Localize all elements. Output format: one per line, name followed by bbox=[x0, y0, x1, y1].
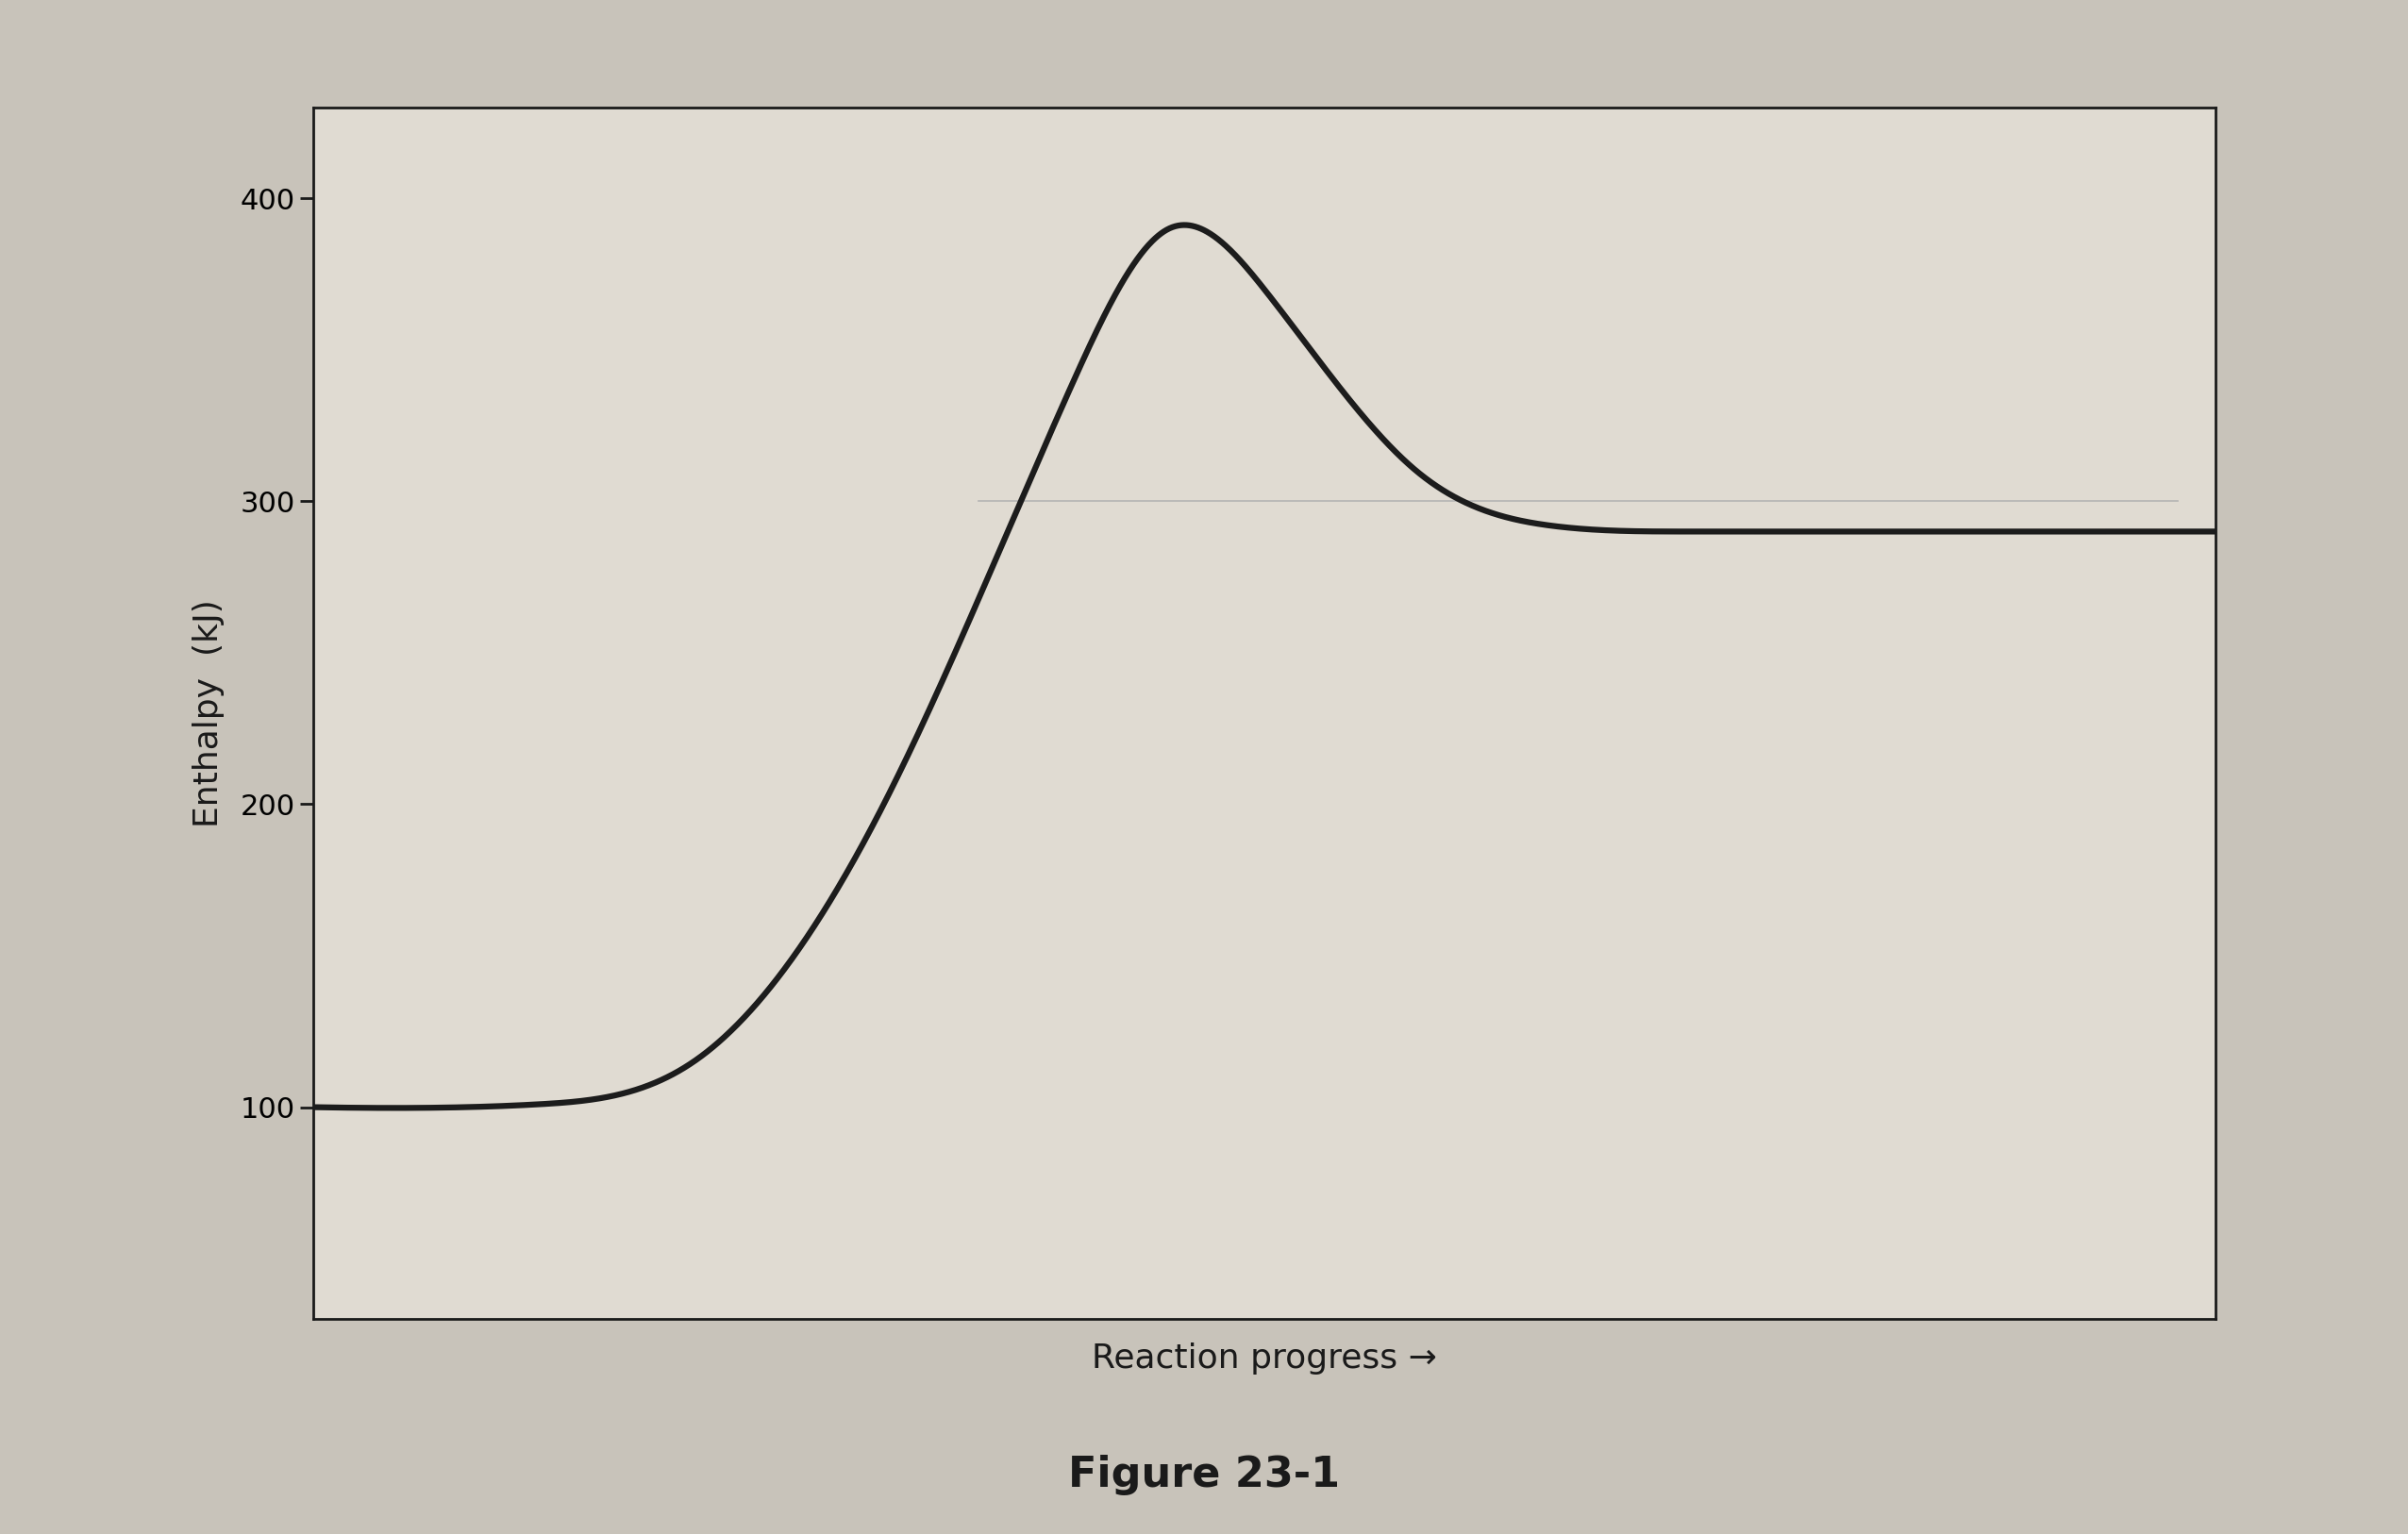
X-axis label: Reaction progress →: Reaction progress → bbox=[1091, 1342, 1438, 1374]
Y-axis label: Enthalpy  (kJ): Enthalpy (kJ) bbox=[193, 600, 224, 827]
Text: Figure 23-1: Figure 23-1 bbox=[1069, 1456, 1339, 1496]
